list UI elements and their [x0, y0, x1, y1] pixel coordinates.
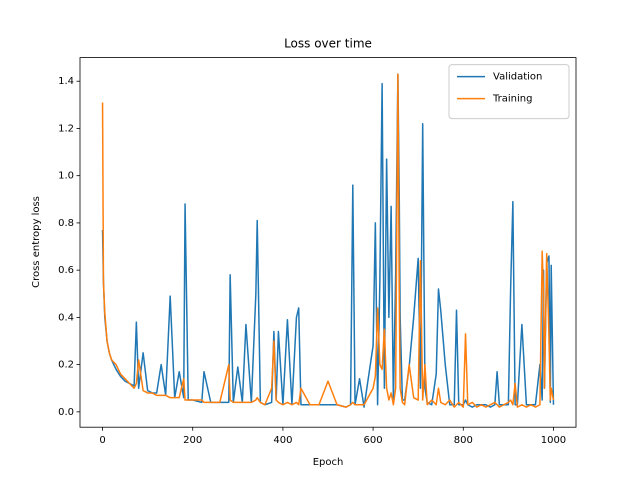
plot-frame [79, 57, 577, 428]
legend-label: Training [492, 94, 532, 105]
x-axis-label: Epoch [313, 457, 344, 468]
x-tick-label: 400 [273, 435, 292, 446]
x-tick-label: 0 [99, 435, 105, 446]
line-series [101, 73, 555, 408]
y-tick-label: 1.2 [58, 123, 74, 134]
x-tick-label: 1000 [541, 435, 566, 446]
y-tick-label: 0.4 [58, 312, 74, 323]
y-tick-label: 0.8 [58, 218, 74, 229]
chart-title: Loss over time [284, 37, 372, 51]
y-tick-label: 0.6 [58, 265, 74, 276]
y-tick-label: 1.4 [58, 76, 74, 87]
y-axis-label: Cross entropy loss [31, 196, 42, 288]
x-tick-label: 800 [454, 435, 473, 446]
x-tick-label: 200 [183, 435, 202, 446]
x-tick-label: 600 [364, 435, 383, 446]
legend-label: Validation [493, 72, 542, 83]
legend-box [448, 64, 570, 120]
line-series [101, 73, 555, 408]
y-tick-label: 1.0 [58, 171, 74, 182]
y-tick-label: 0.0 [58, 407, 74, 418]
y-tick-label: 0.2 [58, 360, 74, 371]
